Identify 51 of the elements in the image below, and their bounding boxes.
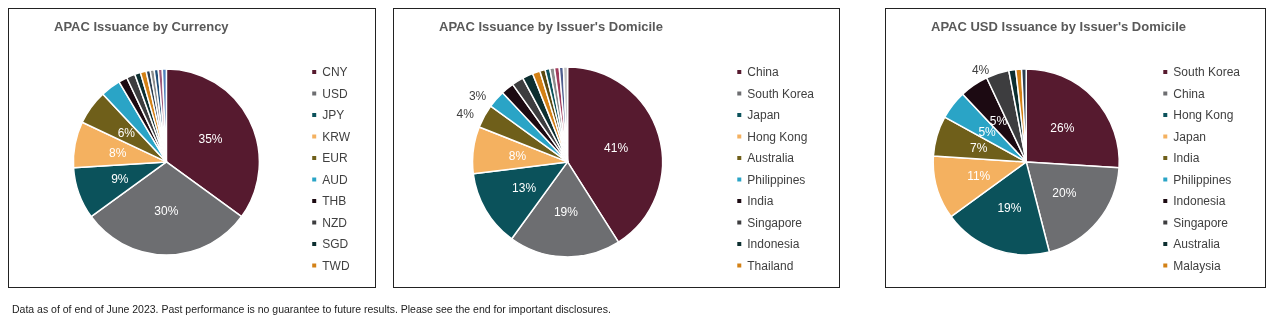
legend-label: SGD — [322, 237, 349, 251]
legend-label: South Korea — [747, 86, 815, 101]
data-label: 26% — [1050, 121, 1075, 136]
legend-label: China — [1173, 86, 1205, 101]
data-label: 7% — [970, 141, 988, 156]
data-label: 4% — [456, 107, 475, 122]
legend-label: Philippines — [747, 172, 806, 187]
chart-title: APAC USD Issuance by Issuer's Domicile — [931, 19, 1186, 34]
data-label: 4% — [971, 62, 990, 77]
data-label: 30% — [154, 204, 179, 219]
legend-label: Singapore — [747, 215, 803, 230]
legend-label: CNY — [322, 65, 348, 79]
chart-title: APAC Issuance by Currency — [54, 19, 230, 34]
data-label: 3% — [468, 89, 487, 104]
legend-label: Japan — [747, 108, 780, 122]
legend-label: THB — [322, 194, 347, 208]
legend-label: Hong Kong — [747, 129, 808, 144]
legend-label: Indonesia — [1173, 194, 1226, 208]
text: Data as of of end of June 2023. Past performance is no guarantee to future results. Please see the end for important disclosures. — [12, 303, 611, 315]
legend-label: China — [747, 65, 779, 79]
legend-label: Indonesia — [747, 237, 800, 251]
legend-label: Hong Kong — [1173, 108, 1234, 122]
legend-label: Thailand — [747, 258, 794, 273]
legend-label: Malaysia — [1173, 258, 1221, 273]
legend-label: South Korea — [1173, 65, 1241, 79]
data-label: 41% — [604, 140, 629, 155]
legend-label: India — [747, 194, 774, 208]
legend-label: KRW — [322, 129, 351, 144]
data-label: 19% — [553, 205, 579, 220]
data-label: 11% — [967, 168, 991, 183]
chart-title: APAC Issuance by Issuer's Domicile — [439, 19, 663, 34]
legend-label: NZD — [322, 215, 348, 230]
data-label: 13% — [512, 180, 537, 195]
data-label: 8% — [508, 148, 527, 163]
data-label: 8% — [109, 145, 127, 160]
legend-label: Japan — [1173, 129, 1206, 144]
legend-label: Singapore — [1173, 215, 1229, 230]
data-label: 9% — [111, 171, 129, 186]
legend-label: Australia — [1173, 237, 1221, 251]
legend-label: USD — [322, 86, 348, 101]
legend-label: Philippines — [1173, 172, 1232, 187]
legend-label: EUR — [322, 151, 348, 165]
legend-label: TWD — [322, 258, 350, 273]
data-label: 6% — [117, 125, 136, 140]
data-label: 20% — [1052, 186, 1077, 201]
data-label: 35% — [198, 132, 223, 147]
legend-label: AUD — [322, 172, 348, 187]
legend-label: India — [1173, 151, 1200, 165]
legend-label: Australia — [747, 151, 795, 165]
legend-label: JPY — [322, 108, 345, 122]
data-label: 19% — [997, 201, 1022, 216]
